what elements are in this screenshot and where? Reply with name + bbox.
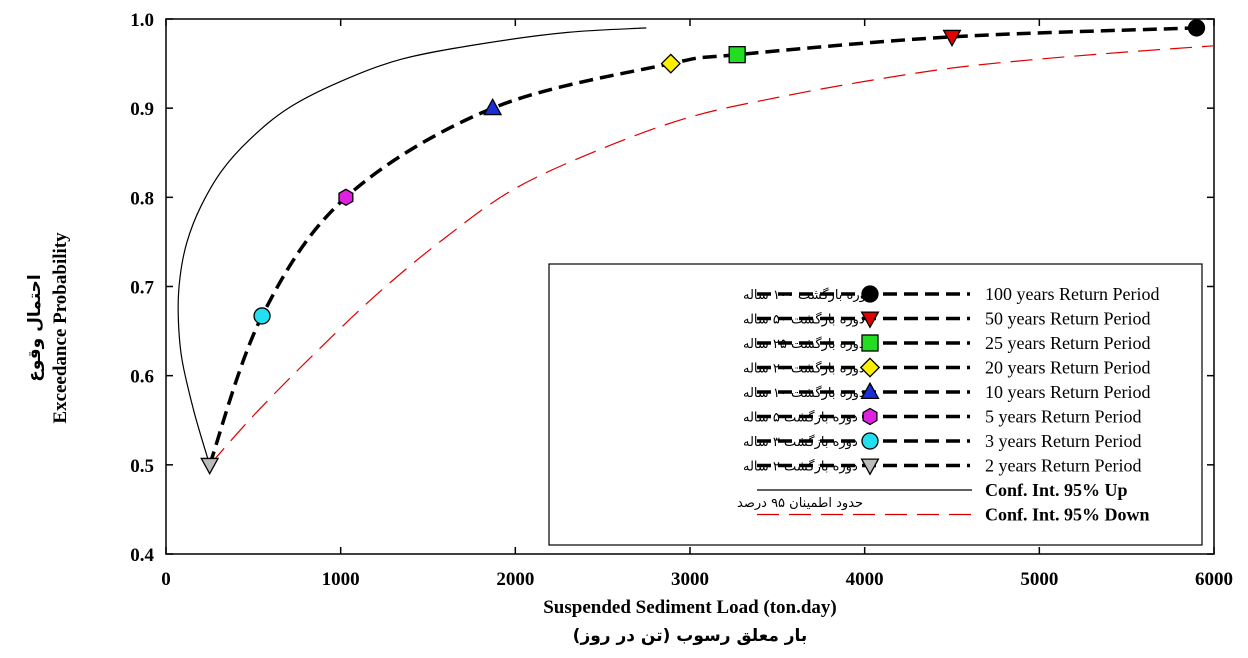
y-tick-label: 1.0 [130,10,154,31]
fitted-curve [208,26,1197,466]
x-tick-label: 2000 [496,569,534,590]
ci-95-down-curve [209,45,1214,466]
legend-label-ci-fa: حدود اطمینان ۹۵ درصد [737,496,863,511]
x-tick-label: 6000 [1195,569,1233,590]
legend-box [548,263,1203,546]
curves [177,26,1214,466]
legend-marker [860,458,880,476]
legend-marker [861,334,879,352]
y-tick-label: 0.8 [130,188,154,209]
x-tick-label: 5000 [1020,569,1058,590]
point-2-year [200,457,220,475]
legend-label: 2 years Return Period [985,456,1141,476]
markers [200,19,1206,475]
legend-marker [861,432,879,450]
x-axis: 0 1000 2000 3000 4000 5000 6000 [161,19,1233,590]
point-5-year [338,188,354,207]
x-tick-label: 0 [161,569,171,590]
legend-marker [861,285,879,303]
legend-label: 100 years Return Period [985,284,1159,304]
legend-label: 3 years Return Period [985,431,1141,451]
x-axis-title: Suspended Sediment Load (ton.day) [543,597,837,618]
x-tick-label: 1000 [322,569,360,590]
legend-label-ci-down: Conf. Int. 95% Down [985,505,1150,525]
legend-label: 5 years Return Period [985,407,1141,427]
point-3-year [253,307,271,325]
legend-marker [860,381,880,400]
y-tick-label: 0.9 [130,99,154,120]
legend-label: 25 years Return Period [985,333,1150,353]
point-20-year [660,53,681,74]
point-25-year [728,46,746,64]
y-tick-label: 0.4 [130,545,154,566]
legend-label: 50 years Return Period [985,309,1150,329]
ci-95-up-curve [177,27,647,465]
y-axis: 0.4 0.5 0.6 0.7 0.8 0.9 1.0 [130,10,1214,566]
legend-label: 10 years Return Period [985,382,1150,402]
y-tick-label: 0.5 [130,456,154,477]
point-50-year [942,29,962,47]
x-axis-title-fa: بار معلق رسوب (تن در روز) [573,626,808,646]
legend-label: 20 years Return Period [985,358,1150,378]
x-tick-label: 4000 [846,569,884,590]
legend-marker [862,407,878,426]
y-axis-title-fa: احتمال وقوع [25,274,45,381]
legend-marker [859,357,881,378]
legend-marker [860,311,880,329]
point-100-year [1187,19,1206,37]
point-10-year [483,98,503,116]
y-axis-title: Exceedance Probability [50,232,71,424]
y-tick-label: 0.6 [130,367,154,388]
y-tick-label: 0.7 [130,278,154,299]
legend-label-ci-up: Conf. Int. 95% Up [985,480,1128,500]
x-tick-label: 3000 [671,569,709,590]
